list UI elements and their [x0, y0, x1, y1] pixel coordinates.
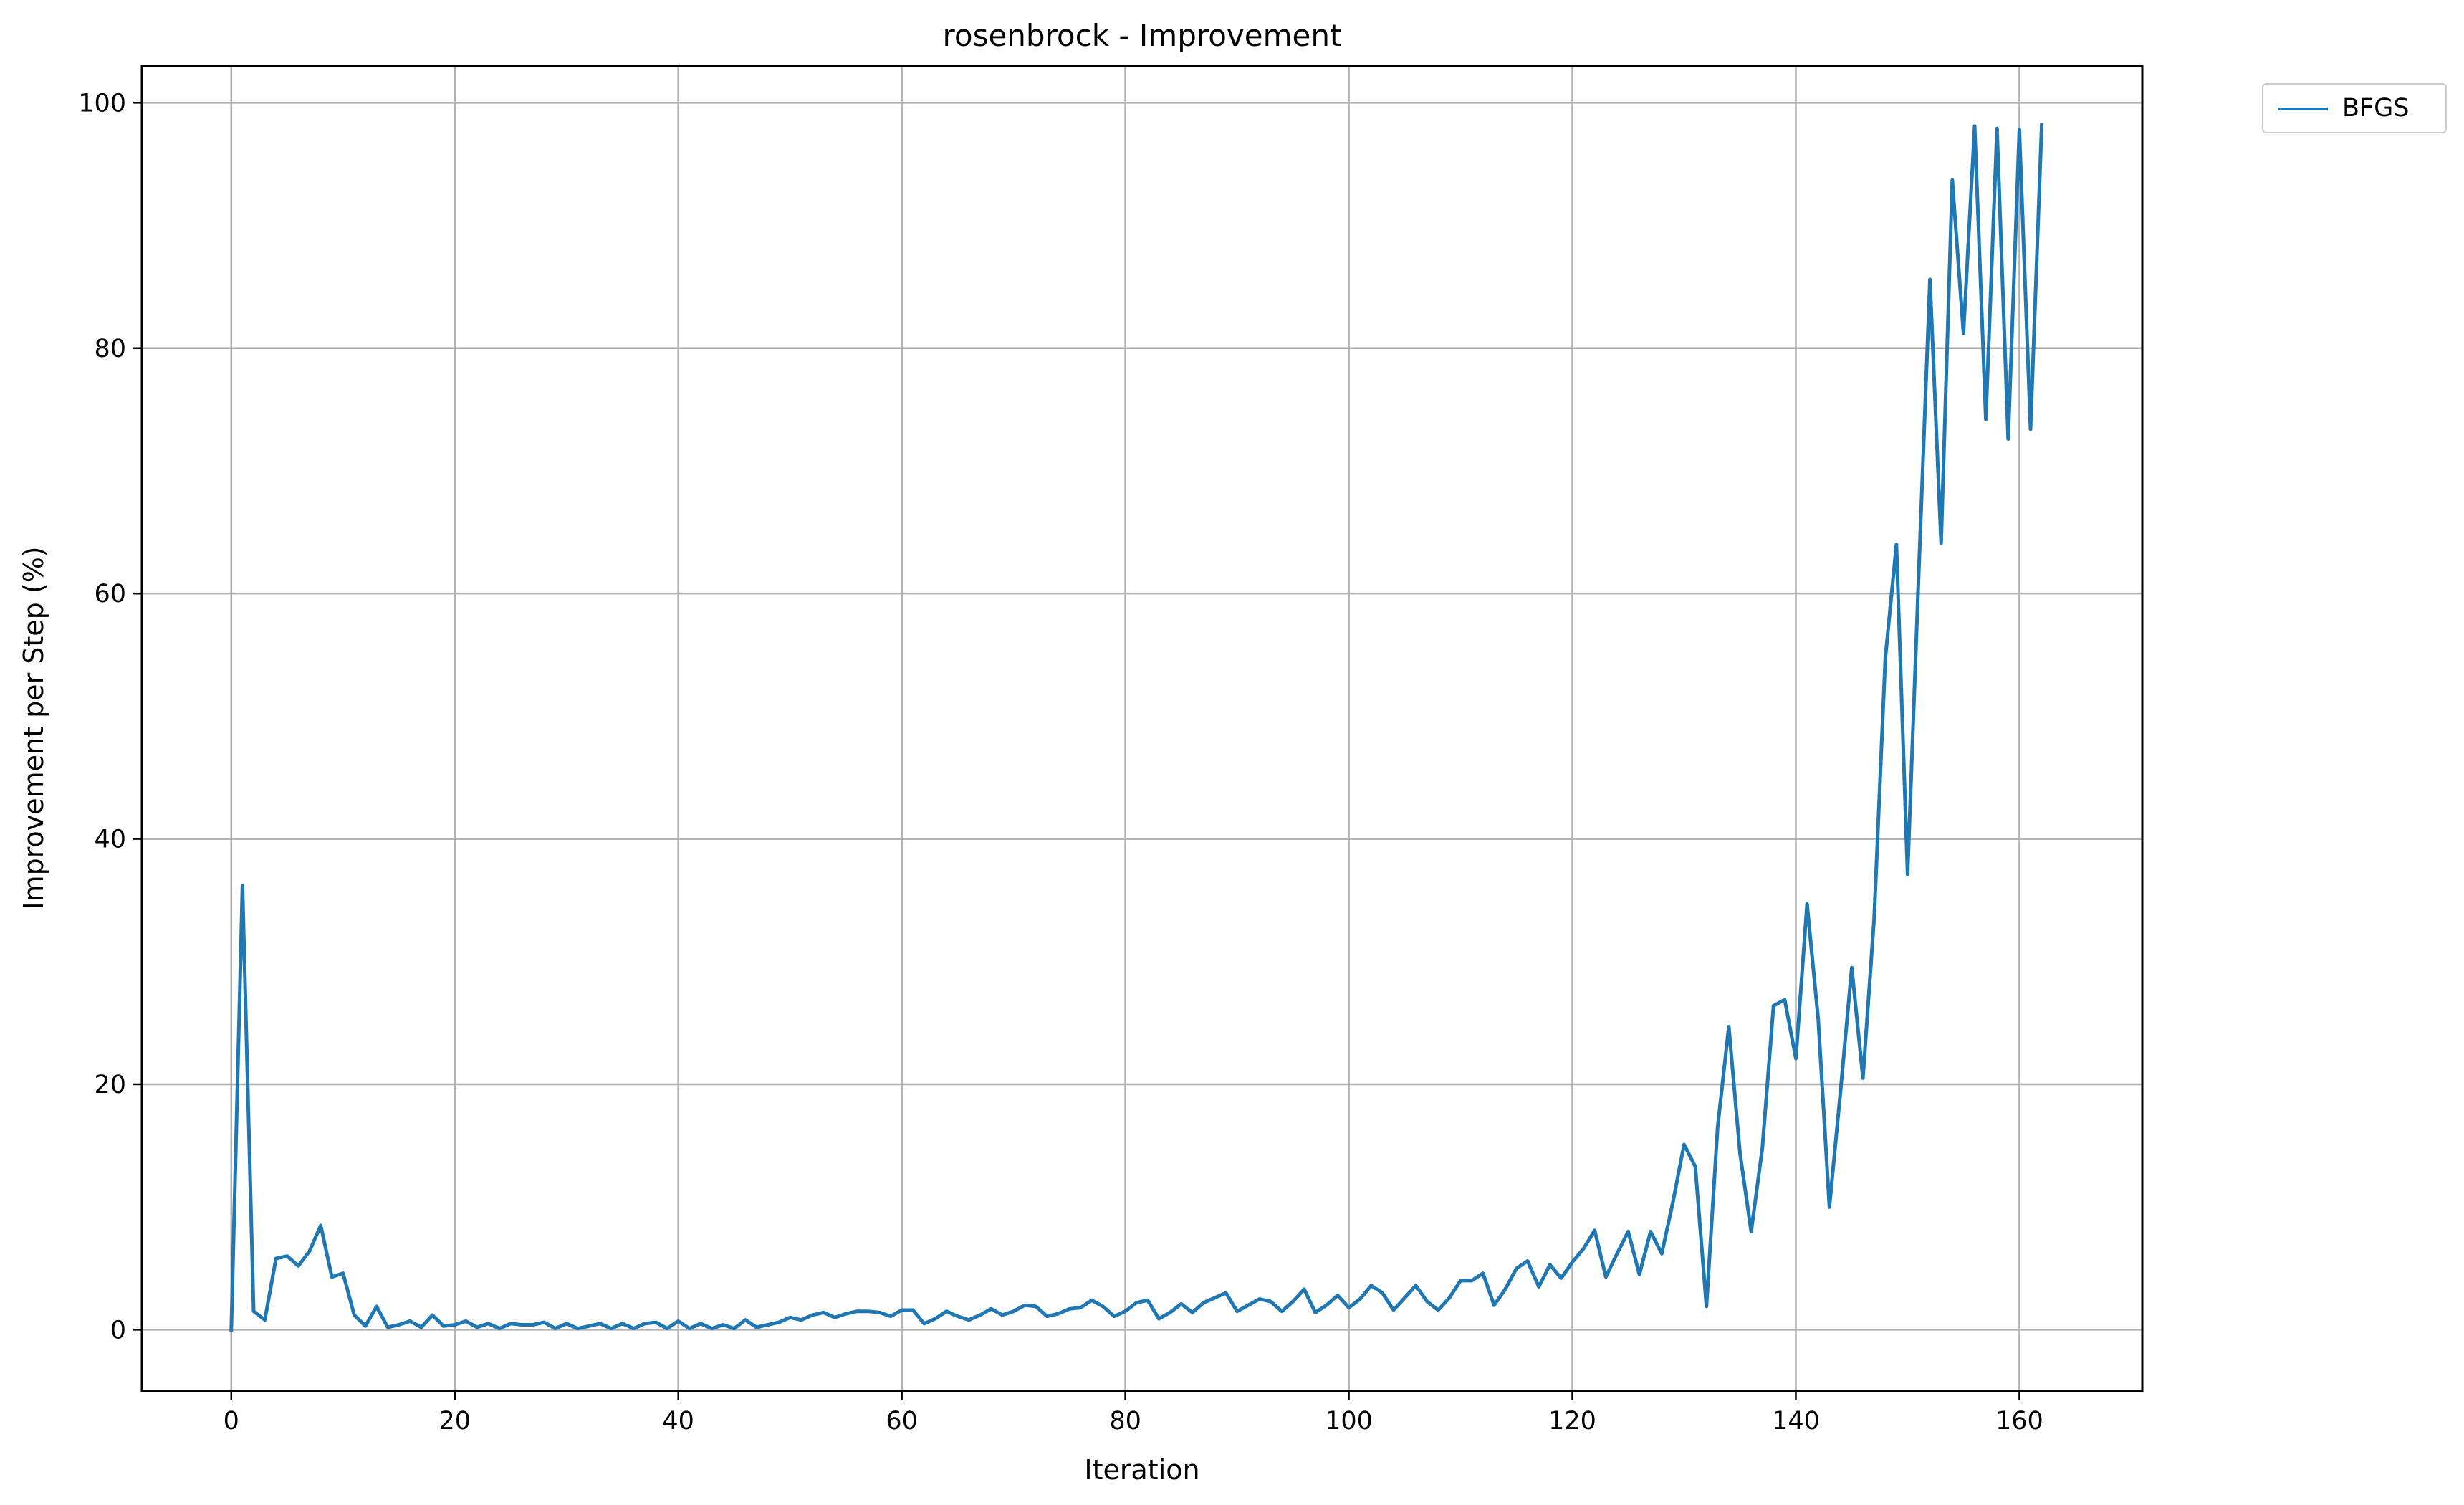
y-tick-label: 60	[94, 580, 126, 608]
x-tick-label: 40	[662, 1407, 694, 1435]
plot-area-frame	[140, 64, 2144, 1392]
legend-line-swatch	[2278, 108, 2328, 110]
y-tick-label: 0	[110, 1316, 126, 1344]
series-line-bfgs	[229, 123, 2044, 1332]
x-tick-label: 100	[1325, 1407, 1373, 1435]
x-tick-label: 160	[1995, 1407, 2043, 1435]
x-axis-ticks: 0 20 40 60 80 100 120 140 160	[224, 1391, 2043, 1435]
x-tick-label: 20	[438, 1407, 471, 1435]
chart-title: rosenbrock - Improvement	[943, 18, 1342, 53]
y-axis-ticks: 0 20 40 60 80 100	[78, 89, 142, 1344]
y-tick-label: 80	[94, 335, 126, 363]
y-tick-label: 100	[78, 89, 126, 118]
y-axis-label: Improvement per Step (%)	[18, 546, 49, 909]
legend-label-bfgs: BFGS	[2342, 94, 2410, 123]
x-tick-label: 80	[1109, 1407, 1141, 1435]
x-tick-label: 140	[1772, 1407, 1820, 1435]
x-tick-label: 120	[1548, 1407, 1596, 1435]
x-axis-label: Iteration	[1084, 1454, 1199, 1486]
x-tick-label: 0	[224, 1407, 239, 1435]
y-tick-label: 40	[94, 826, 126, 854]
y-tick-label: 20	[94, 1071, 126, 1099]
grid-lines	[142, 66, 2142, 1391]
legend: BFGS	[2262, 83, 2447, 133]
x-tick-label: 60	[886, 1407, 918, 1435]
